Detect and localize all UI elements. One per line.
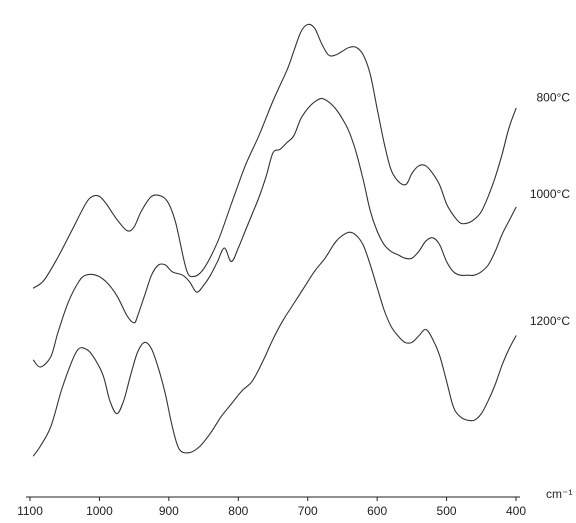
x-tick-label: 1100	[17, 504, 43, 518]
x-tick-label: 700	[298, 504, 318, 518]
x-axis-unit-label: cm⁻¹	[546, 487, 572, 501]
series-line-0	[32, 23, 517, 289]
x-tick-label: 800	[228, 504, 248, 518]
x-tick-label: 900	[159, 504, 179, 518]
series-layer	[32, 23, 517, 457]
series-labels: 800°C 1000°C 1200°C	[530, 91, 570, 328]
x-tick-label: 400	[506, 504, 526, 518]
series-line-1	[32, 97, 517, 368]
x-tick-label: 600	[367, 504, 387, 518]
series-label-1: 1000°C	[530, 187, 570, 201]
series-line-2	[32, 231, 517, 457]
x-tick-label: 500	[437, 504, 457, 518]
x-tick-label: 1000	[86, 504, 113, 518]
series-label-0: 800°C	[537, 91, 571, 105]
series-label-2: 1200°C	[530, 314, 570, 328]
x-axis-ticks: 1100 1000 900 800 700 600 500 400	[17, 497, 526, 518]
